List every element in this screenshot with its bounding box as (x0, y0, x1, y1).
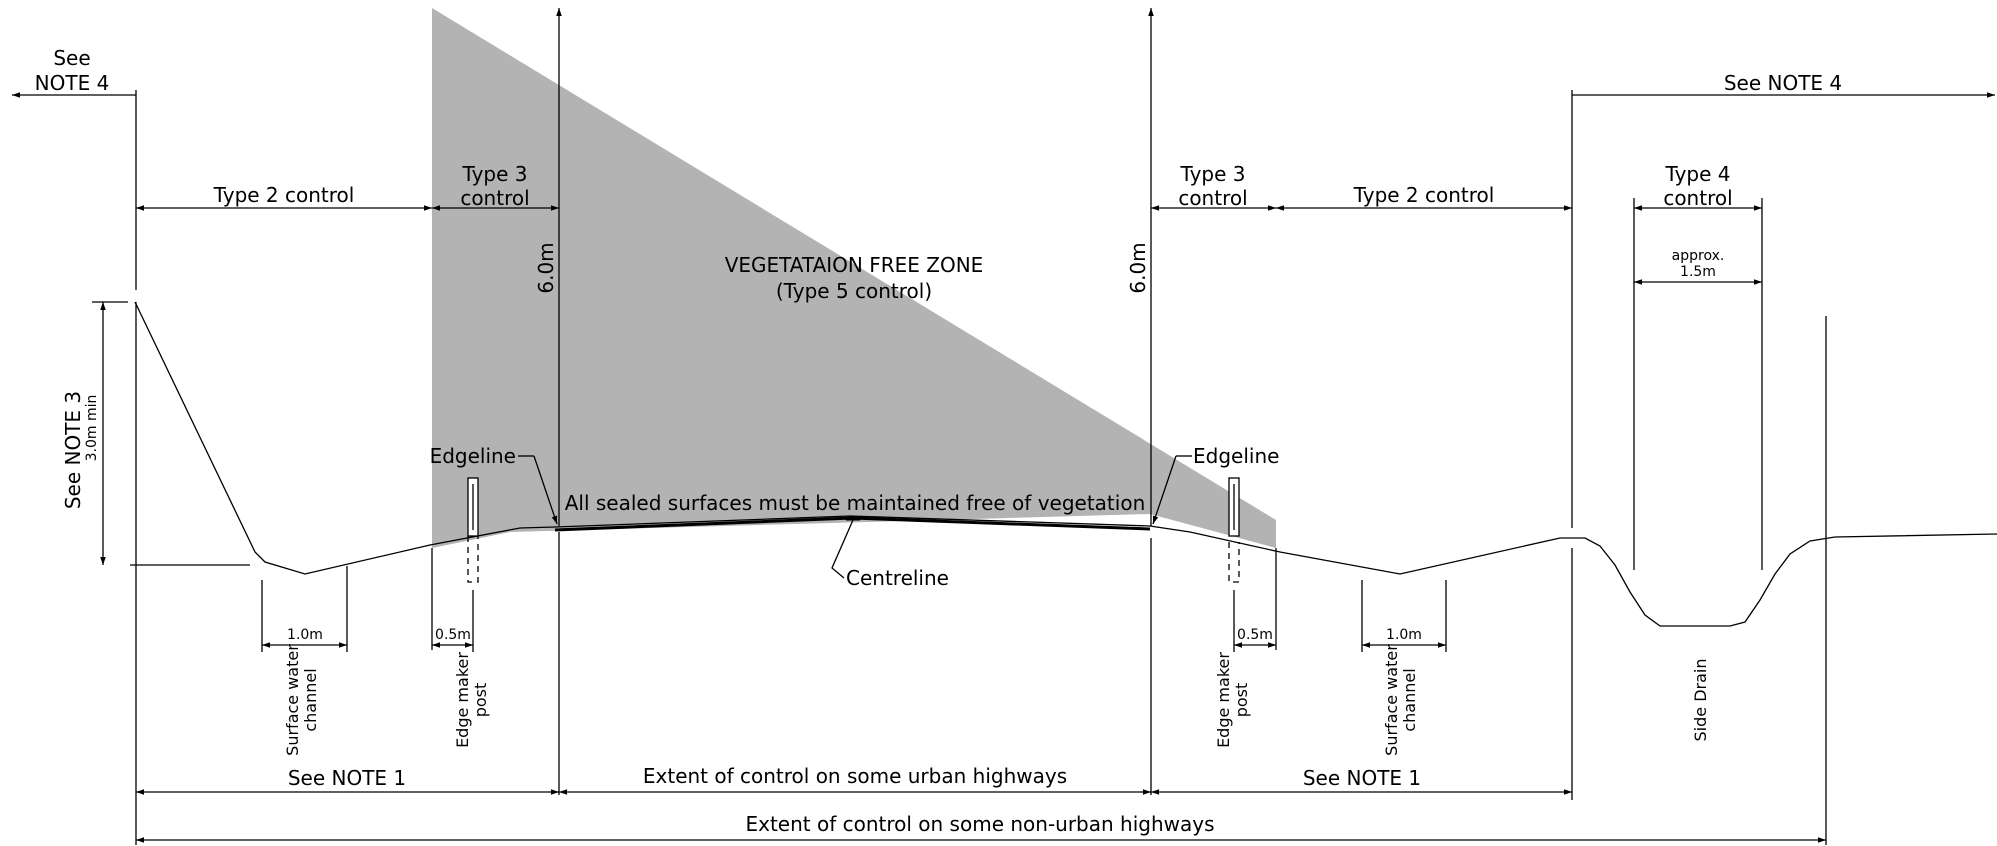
see-note-4-left-text-a: See (53, 46, 90, 70)
approx-label-a: approx. (1672, 248, 1725, 264)
three-m-min-label: 3.0m min (84, 395, 100, 462)
type3-right-label-b: control (1178, 186, 1247, 210)
centreline-leader (831, 519, 854, 579)
non-urban-extent-label: Extent of control on some non-urban high… (745, 812, 1214, 836)
edge-post-left-b: post (471, 683, 490, 718)
type4-label-a: Type 4 (1664, 162, 1730, 186)
type2-right-label: Type 2 control (1353, 183, 1495, 207)
edge-post-left-a: Edge maker (453, 652, 472, 748)
see-note-4-left-text-b: NOTE 4 (35, 71, 110, 95)
edge-post-right-a: Edge maker (1214, 652, 1233, 748)
zone-title: VEGETATAION FREE ZONE (725, 253, 984, 277)
channel-left-value: 1.0m (287, 627, 323, 643)
post-right-value: 0.5m (1237, 627, 1273, 643)
centreline-label: Centreline (846, 566, 949, 590)
urban-extent-label: Extent of control on some urban highways (643, 764, 1067, 788)
approx-label-b: 1.5m (1680, 264, 1716, 280)
edgeline-left-arrow (533, 455, 558, 525)
height-label-left: 6.0m (534, 242, 558, 293)
height-label-right: 6.0m (1126, 242, 1150, 293)
vegetation-free-zone (432, 8, 1276, 548)
ground-profile (134, 301, 1997, 627)
edgeline-right-arrow (1152, 455, 1177, 525)
type2-left-label: Type 2 control (213, 183, 355, 207)
note1-left-label: See NOTE 1 (288, 766, 406, 790)
sealed-surfaces-note: All sealed surfaces must be maintained f… (565, 491, 1146, 515)
edge-post-right-b: post (1232, 683, 1251, 718)
side-drain-label: Side Drain (1691, 659, 1710, 742)
see-note-4-right-text: See NOTE 4 (1724, 71, 1842, 95)
note1-right-label: See NOTE 1 (1303, 766, 1421, 790)
edgeline-left-label: Edgeline (430, 444, 516, 468)
post-left-value: 0.5m (435, 627, 471, 643)
channel-right-value: 1.0m (1386, 627, 1422, 643)
surface-channel-right-a: Surface water (1382, 644, 1401, 756)
surface-channel-left-b: channel (301, 668, 320, 731)
zone-subtitle: (Type 5 control) (776, 279, 932, 303)
type3-left-label-a: Type 3 (461, 162, 527, 186)
edge-post-right-buried (1228, 542, 1240, 583)
edgeline-right-label: Edgeline (1193, 444, 1279, 468)
see-note-3-label: See NOTE 3 (61, 391, 85, 509)
type3-right-label-a: Type 3 (1179, 162, 1245, 186)
type4-label-b: control (1663, 186, 1732, 210)
edge-post-left-buried (467, 536, 479, 583)
surface-channel-right-b: channel (1400, 668, 1419, 731)
surface-channel-left-a: Surface water (283, 644, 302, 756)
type3-left-label-b: control (460, 186, 529, 210)
